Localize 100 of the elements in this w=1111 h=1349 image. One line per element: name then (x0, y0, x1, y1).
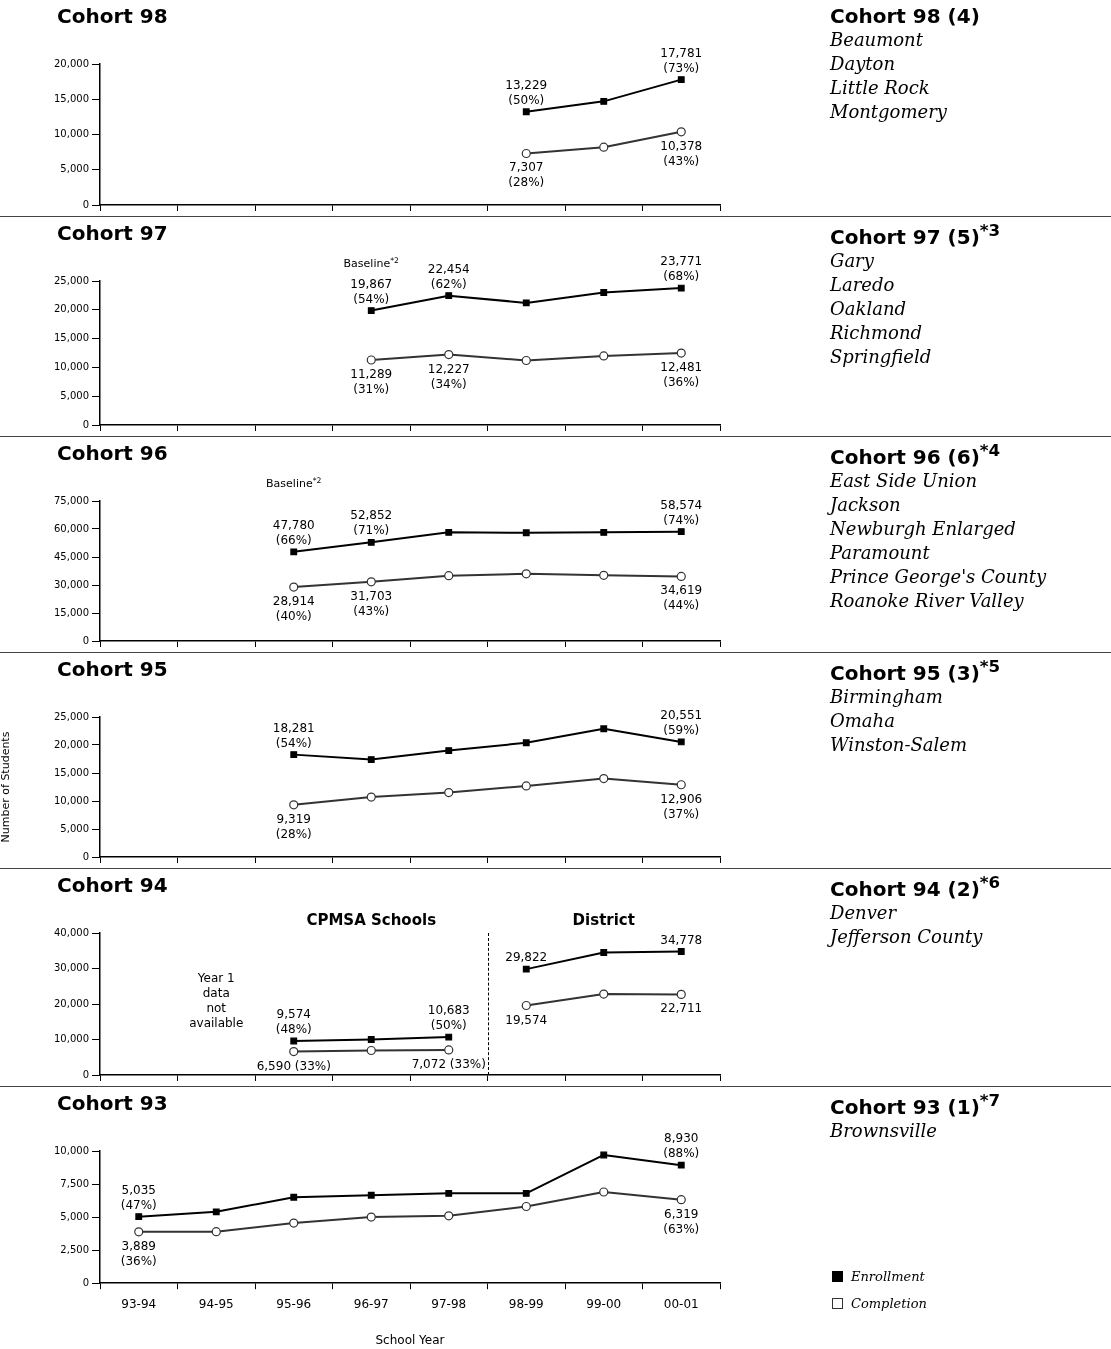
point (599, 774, 609, 784)
text: Gary (830, 248, 875, 273)
y-axis-title: Number of Students (0, 731, 13, 843)
data-label: 52,852 (71%) (350, 508, 393, 538)
text: Cohort 95 (3)$^{*5}$ (830, 657, 1002, 685)
data-label: 18,281 (54%) (272, 720, 315, 750)
point (600, 949, 608, 956)
data-label: 34,778 (660, 932, 703, 947)
point (676, 989, 686, 999)
point (366, 792, 376, 802)
point (521, 569, 531, 579)
data-label: 58,574 (74%) (660, 497, 703, 527)
data-label: 17,781 (73%) (660, 45, 703, 75)
point (445, 528, 453, 536)
data-label: 11,289 (31%) (350, 366, 393, 396)
point (290, 751, 298, 759)
y-tick-label: 20,000 (54, 997, 89, 1009)
data-label: 6,319 (63%) (663, 1206, 700, 1236)
data-label: 34,619 (44%) (660, 583, 703, 613)
point (444, 349, 454, 360)
text: CPMSA Schools (306, 911, 437, 929)
data-label: 3,889 (36%) (120, 1238, 157, 1268)
point (521, 1201, 531, 1212)
text: Denver (830, 900, 898, 925)
point (600, 725, 608, 733)
point (599, 570, 609, 580)
point (444, 1211, 454, 1221)
y-tick-label: 30,000 (54, 578, 89, 590)
data-label: 19,867 (54%) (350, 276, 393, 306)
point (599, 351, 609, 361)
y-tick-label: 15,000 (54, 766, 89, 778)
point (289, 1047, 299, 1057)
point (289, 582, 299, 592)
y-tick-label: 0 (82, 1068, 89, 1080)
data-label: 28,914 (40%) (272, 594, 315, 624)
data-label: 47,780 (66%) (272, 517, 315, 547)
data-label: 10,683 (50%) (427, 1003, 470, 1033)
text: East Side Union (830, 468, 978, 493)
point (445, 1189, 453, 1197)
y-tick-label: 20,000 (54, 303, 89, 315)
point (600, 289, 608, 296)
x-tick-label: 00-01 (663, 1296, 699, 1311)
point (676, 127, 686, 137)
y-tick-label: 15,000 (54, 606, 89, 618)
point (522, 739, 530, 747)
point (366, 577, 376, 587)
chart-title: Cohort 97 (57, 221, 168, 245)
data-label: 9,574 (48%) (275, 1007, 312, 1037)
point (676, 780, 686, 790)
point (521, 1000, 531, 1011)
point (676, 1195, 686, 1205)
point (444, 571, 454, 581)
point (599, 142, 609, 152)
y-tick-label: 15,000 (54, 332, 89, 344)
y-tick-label: 10,000 (54, 128, 89, 140)
y-tick-label: 25,000 (54, 710, 89, 722)
point (367, 1036, 375, 1043)
text: Montgomery (830, 100, 948, 124)
point (366, 1045, 376, 1056)
point (445, 1033, 453, 1041)
text: Oakland (830, 296, 907, 321)
text: Paramount (830, 540, 931, 565)
y-tick-label: 0 (82, 418, 89, 430)
text: Richmond (830, 320, 923, 345)
y-tick-label: 0 (82, 634, 89, 646)
y-tick-label: 5,000 (60, 163, 89, 175)
point (522, 299, 530, 307)
text: Laredo (830, 272, 896, 297)
chart-title: Cohort 94 (57, 873, 168, 897)
y-tick-label: 7,500 (60, 1177, 89, 1189)
point (444, 788, 454, 798)
data-label: 9,319 (28%) (275, 811, 312, 841)
data-label: 19,574 (505, 1012, 548, 1027)
point (289, 800, 299, 810)
data-label: 13,229 (50%) (505, 77, 548, 107)
point (521, 148, 531, 159)
point (444, 1045, 454, 1055)
x-tick-label: 93-94 (121, 1296, 157, 1311)
text: Birmingham (830, 684, 944, 709)
point (522, 1189, 530, 1197)
data-label: 7,307 (28%) (508, 160, 545, 190)
point (290, 548, 298, 556)
point (676, 571, 686, 581)
y-tick-label: 10,000 (54, 360, 89, 372)
y-tick-label: 10,000 (54, 794, 89, 806)
point (212, 1208, 220, 1216)
text: Cohort 97 (5)$^{*3}$ (830, 221, 1002, 249)
data-label: 12,906 (37%) (660, 791, 703, 821)
data-label: 22,711 (660, 1001, 703, 1016)
y-tick-label: 40,000 (54, 926, 89, 938)
y-tick-label: 25,000 (54, 274, 89, 286)
point (135, 1213, 143, 1221)
point (600, 97, 608, 105)
data-label: 20,551 (59%) (660, 707, 703, 737)
y-tick-label: 20,000 (54, 57, 89, 69)
text: Prince George's County (830, 564, 1048, 589)
y-tick-label: 45,000 (54, 550, 89, 562)
data-label: 12,481 (36%) (660, 360, 703, 390)
y-tick-label: 5,000 (60, 389, 89, 401)
data-label: 10,378 (43%) (660, 138, 703, 168)
